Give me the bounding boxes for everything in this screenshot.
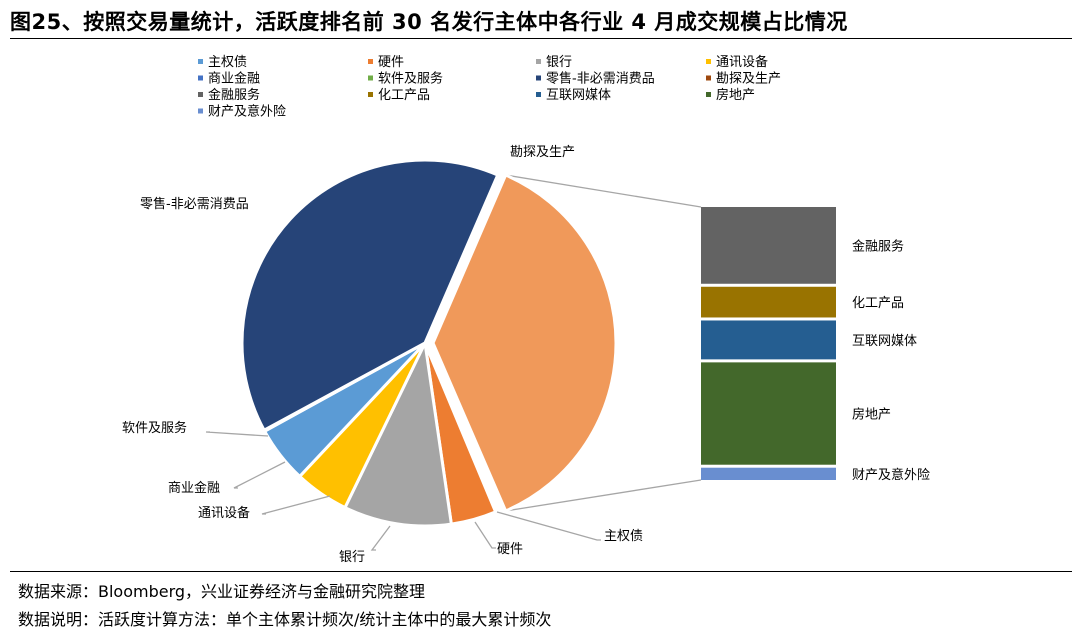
figure-title: 图25、按照交易量统计，活跃度排名前 30 名发行主体中各行业 4 月成交规模占… bbox=[10, 10, 848, 34]
leader-line-商业金融 bbox=[233, 461, 286, 489]
leader-line-通讯设备 bbox=[261, 495, 331, 515]
legend-marker-金融服务 bbox=[198, 92, 203, 97]
legend-marker-主权债 bbox=[198, 59, 203, 64]
pie-slice-银行 bbox=[343, 337, 454, 528]
data-label-勘探及生产: 勘探及生产 bbox=[510, 145, 575, 160]
legend-label-银行: 银行 bbox=[546, 55, 572, 70]
pie-slice-零售-非必需消费品 bbox=[240, 158, 500, 433]
footer-rule bbox=[10, 571, 1072, 572]
legend-label-互联网媒体: 互联网媒体 bbox=[546, 88, 611, 103]
leader-line-硬件 bbox=[474, 521, 496, 549]
title-rule bbox=[10, 38, 1072, 39]
legend-label-房地产: 房地产 bbox=[716, 87, 755, 103]
legend-label-财产及意外险: 财产及意外险 bbox=[208, 104, 286, 120]
legend-label-通讯设备: 通讯设备 bbox=[716, 54, 768, 70]
data-method-note: 数据说明：活跃度计算方法：单个主体累计频次/统计主体中的最大累计频次 bbox=[18, 610, 552, 629]
leader-line-主权债 bbox=[496, 511, 601, 541]
leader-line-软件及服务 bbox=[205, 431, 269, 437]
data-label-银行: 银行 bbox=[339, 550, 365, 565]
legend-marker-化工产品 bbox=[368, 92, 373, 97]
legend-label-硬件: 硬件 bbox=[378, 55, 404, 70]
data-label-软件及服务: 软件及服务 bbox=[122, 420, 187, 436]
data-label-硬件: 硬件 bbox=[497, 542, 523, 557]
bar-segment-房地产 bbox=[701, 362, 836, 465]
legend-marker-房地产 bbox=[706, 92, 711, 97]
legend-marker-银行 bbox=[536, 59, 541, 64]
legend-marker-零售-非必需消费品 bbox=[536, 75, 541, 81]
bar-segment-财产及意外险 bbox=[701, 467, 836, 480]
pie-slice-勘探及生产 bbox=[431, 173, 618, 513]
legend-marker-硬件 bbox=[368, 59, 373, 64]
leader-line-银行 bbox=[370, 525, 391, 551]
bar-segment-金融服务 bbox=[701, 207, 836, 284]
legend-label-软件及服务: 软件及服务 bbox=[378, 71, 443, 87]
data-label-零售-非必需消费品: 零售-非必需消费品 bbox=[140, 196, 249, 212]
bar-label-金融服务: 金融服务 bbox=[852, 238, 904, 254]
connector-bottom bbox=[505, 479, 702, 512]
data-source-note: 数据来源：Bloomberg，兴业证券经济与金融研究院整理 bbox=[18, 582, 426, 601]
bar-label-化工产品: 化工产品 bbox=[852, 296, 904, 311]
connector-top bbox=[505, 174, 702, 208]
bar-label-财产及意外险: 财产及意外险 bbox=[852, 467, 930, 483]
data-label-通讯设备: 通讯设备 bbox=[198, 505, 250, 521]
data-label-商业金融: 商业金融 bbox=[168, 480, 220, 496]
bar-segment-化工产品 bbox=[701, 286, 836, 318]
bar-label-互联网媒体: 互联网媒体 bbox=[852, 334, 917, 349]
legend-marker-勘探及生产 bbox=[706, 75, 711, 81]
legend-label-商业金融: 商业金融 bbox=[208, 71, 260, 87]
legend-label-零售-非必需消费品: 零售-非必需消费品 bbox=[546, 71, 655, 87]
data-label-主权债: 主权债 bbox=[604, 528, 643, 544]
legend-marker-软件及服务 bbox=[368, 75, 373, 81]
bar-segment-互联网媒体 bbox=[701, 320, 836, 360]
legend-marker-通讯设备 bbox=[706, 59, 711, 64]
main-pie bbox=[240, 158, 618, 528]
legend-marker-商业金融 bbox=[198, 75, 203, 81]
legend-label-金融服务: 金融服务 bbox=[208, 87, 260, 103]
bar-label-房地产: 房地产 bbox=[852, 407, 891, 423]
legend-marker-互联网媒体 bbox=[536, 92, 541, 97]
legend-label-主权债: 主权债 bbox=[208, 54, 247, 70]
legend-label-勘探及生产: 勘探及生产 bbox=[716, 72, 781, 87]
legend-label-化工产品: 化工产品 bbox=[378, 88, 430, 103]
legend-marker-财产及意外险 bbox=[198, 108, 203, 114]
connector-lines bbox=[505, 174, 702, 512]
